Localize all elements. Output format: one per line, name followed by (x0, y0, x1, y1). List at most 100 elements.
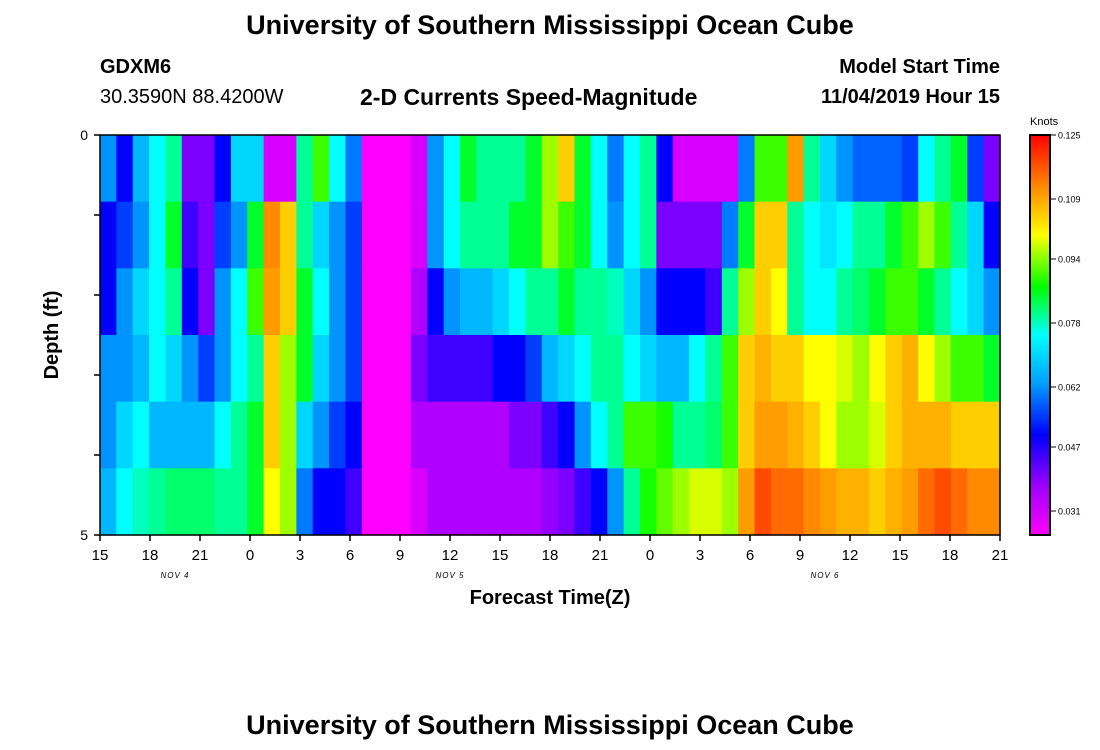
heatmap-cell (443, 268, 461, 336)
heatmap-cell (214, 401, 232, 469)
heatmap-cell (852, 468, 870, 536)
heatmap-cell (280, 468, 297, 536)
heatmap-cell (738, 401, 756, 469)
heatmap-cell (329, 401, 347, 469)
x-tick-label: 21 (592, 547, 609, 564)
heatmap-cell (394, 201, 412, 269)
x-tick-label: 12 (442, 547, 459, 564)
heatmap-cell (394, 135, 412, 203)
colorbar-unit: Knots (1030, 116, 1059, 128)
heatmap-cell (705, 335, 723, 403)
heatmap-cell (247, 335, 265, 403)
heatmap-cell (672, 268, 690, 336)
x-tick-label: 15 (892, 547, 909, 564)
model-start-label: Model Start Time (839, 56, 1000, 78)
heatmap-cell (885, 201, 903, 269)
x-tick-label: 3 (696, 547, 704, 564)
heatmap-cell (689, 335, 707, 403)
heatmap-cell (312, 135, 330, 203)
heatmap-cell (427, 401, 445, 469)
heatmap-cell (149, 268, 167, 336)
heatmap-cell (901, 135, 919, 203)
heatmap-cell (345, 335, 363, 403)
heatmap-cell (967, 335, 985, 403)
heatmap-cell (509, 401, 527, 469)
heatmap-cell (165, 335, 183, 403)
heatmap-cell (885, 335, 903, 403)
heatmap-cell (230, 468, 248, 536)
colorbar (1029, 134, 1051, 536)
heatmap-cell (181, 335, 199, 403)
heatmap-cell (836, 135, 854, 203)
heatmap-cell (574, 201, 592, 269)
heatmap-cell (721, 335, 739, 403)
heatmap-cell (296, 201, 314, 269)
heatmap-cell (950, 468, 968, 536)
heatmap-cell (132, 135, 150, 203)
colorbar-tick-label: 0.062 (1058, 383, 1081, 393)
heatmap-cell (803, 268, 821, 336)
heatmap-cell (689, 135, 707, 203)
heatmap-cell (378, 335, 396, 403)
heatmap-cell (198, 201, 216, 269)
heatmap-cell (852, 135, 870, 203)
heatmap-cell (525, 335, 543, 403)
heatmap-cell (640, 335, 657, 403)
heatmap-cell (950, 135, 968, 203)
heatmap-cell (705, 201, 723, 269)
x-tick-label: 18 (542, 547, 559, 564)
heatmap-cell (329, 468, 347, 536)
heatmap-cell (770, 401, 788, 469)
heatmap-cell (509, 135, 527, 203)
heatmap-cell (181, 401, 199, 469)
heatmap-cell (590, 335, 608, 403)
heatmap-cell (345, 401, 363, 469)
heatmap-cell (738, 335, 756, 403)
heatmap-cell (738, 268, 756, 336)
heatmap-cell (689, 401, 707, 469)
heatmap-cell (329, 201, 347, 269)
heatmap-cell (410, 335, 428, 403)
heatmap-cell (820, 468, 837, 536)
heatmap-cell (476, 201, 494, 269)
heatmap-cell (149, 468, 167, 536)
heatmap-cell (787, 268, 805, 336)
heatmap-cell (361, 268, 379, 336)
heatmap-cells (100, 135, 1001, 536)
heatmap-cell (492, 401, 510, 469)
colorbar-tick-label: 0.031 (1058, 507, 1081, 517)
heatmap-cell (247, 401, 265, 469)
heatmap-cell (100, 401, 117, 469)
heatmap-cell (721, 135, 739, 203)
heatmap-cell (640, 401, 657, 469)
y-tick-label: 0 (80, 127, 88, 143)
heatmap-cell (656, 335, 674, 403)
heatmap-cell (852, 335, 870, 403)
footer-title: University of Southern Mississippi Ocean… (246, 710, 854, 740)
heatmap-cell (590, 135, 608, 203)
heatmap-cell (427, 135, 445, 203)
heatmap-cell (983, 135, 1001, 203)
heatmap-cell (460, 268, 477, 336)
heatmap-cell (852, 401, 870, 469)
heatmap-cell (820, 135, 837, 203)
heatmap-cell (934, 201, 952, 269)
heatmap-cell (378, 201, 396, 269)
heatmap-cell (754, 468, 772, 536)
heatmap-cell (149, 135, 167, 203)
heatmap-cell (296, 468, 314, 536)
heatmap-cell (885, 401, 903, 469)
y-axis-ticks: 05 (80, 127, 100, 543)
heatmap-cell (950, 401, 968, 469)
heatmap-cell (149, 335, 167, 403)
heatmap-cell (721, 268, 739, 336)
heatmap-cell (901, 468, 919, 536)
heatmap-cell (312, 335, 330, 403)
chart-subtitle: 2-D Currents Speed-Magnitude (360, 84, 698, 110)
heatmap-cell (934, 335, 952, 403)
heatmap-cell (509, 268, 527, 336)
heatmap-cell (345, 135, 363, 203)
heatmap-cell (329, 335, 347, 403)
heatmap-cell (689, 201, 707, 269)
heatmap-cell (263, 468, 281, 536)
